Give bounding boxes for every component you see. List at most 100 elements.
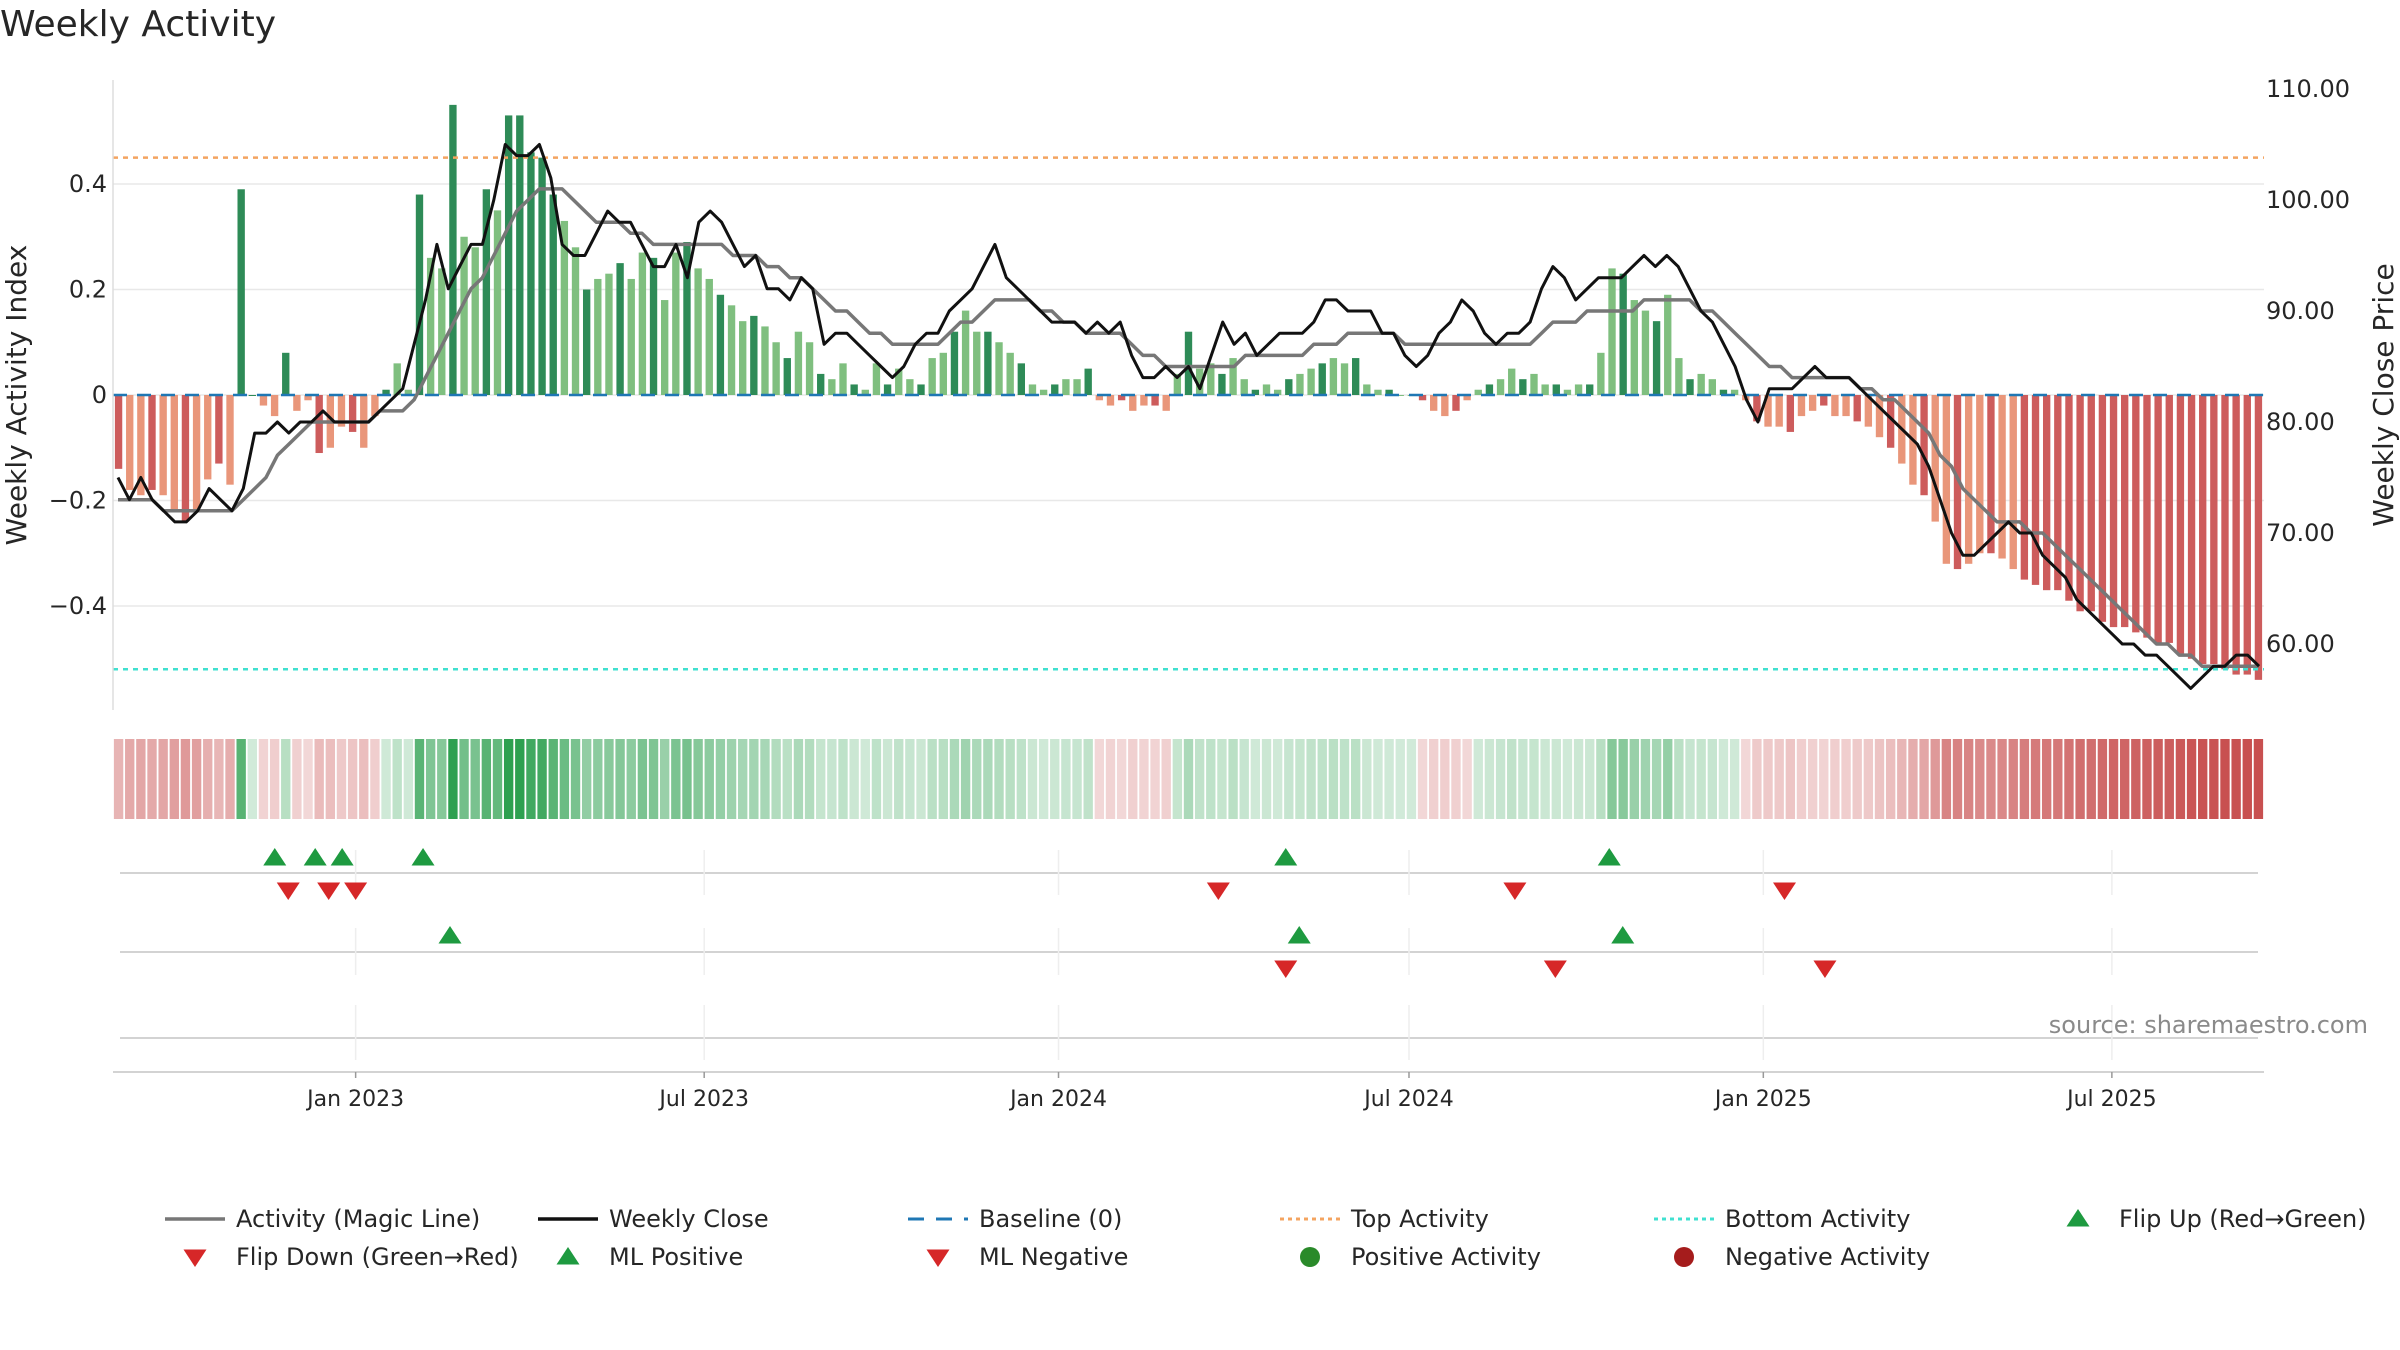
- heat-cell: [1562, 739, 1573, 819]
- activity-bar: [1418, 395, 1427, 401]
- activity-bar: [1530, 373, 1538, 395]
- activity-bar: [170, 395, 178, 512]
- activity-bar: [293, 395, 301, 411]
- heat-cell: [515, 739, 525, 819]
- activity-bar: [1162, 395, 1170, 411]
- legend-swatch-circle: [1300, 1247, 1320, 1267]
- activity-bar: [1764, 395, 1772, 427]
- activity-bar: [371, 395, 379, 417]
- heat-cell: [191, 739, 202, 819]
- heat-cell: [1328, 739, 1339, 819]
- activity-bar: [1942, 395, 1951, 564]
- flip-up-marker: [263, 848, 287, 866]
- legend-swatch-triangle-up: [2066, 1209, 2090, 1227]
- activity-bar: [1976, 395, 1984, 554]
- legend-swatch-triangle-down: [926, 1249, 950, 1267]
- heat-cell: [1908, 739, 1918, 819]
- heat-cell: [604, 739, 614, 819]
- y-right-tick-label: 70.00: [2266, 519, 2335, 547]
- activity-bar: [460, 236, 468, 395]
- activity-bar: [315, 395, 323, 454]
- activity-bar: [1374, 389, 1382, 395]
- y-right-tick-label: 110.00: [2266, 75, 2350, 103]
- heat-cell: [1963, 739, 1974, 819]
- activity-bar: [1273, 389, 1282, 395]
- heat-cell: [303, 739, 313, 819]
- heat-cell: [1507, 739, 1517, 819]
- activity-bar: [638, 252, 647, 395]
- heat-cell: [1752, 739, 1762, 819]
- heat-cell: [1529, 739, 1539, 819]
- activity-bar: [705, 278, 713, 395]
- heat-cell: [1429, 739, 1439, 819]
- heat-cell: [1317, 739, 1327, 819]
- heat-cell: [2030, 739, 2041, 819]
- activity-bar: [928, 358, 936, 395]
- heat-cell: [827, 739, 837, 819]
- activity-bar: [917, 384, 925, 395]
- activity-bar: [1686, 379, 1694, 395]
- heat-cell: [570, 739, 581, 819]
- activity-bar: [1775, 395, 1783, 427]
- heat-cell: [2053, 739, 2063, 819]
- heat-cell: [1440, 739, 1450, 819]
- activity-bar: [1307, 368, 1315, 395]
- heat-cell: [749, 739, 759, 819]
- heat-cell: [269, 739, 280, 819]
- heat-cell: [2220, 739, 2230, 819]
- flip-down-marker: [317, 882, 341, 900]
- heat-cell: [1306, 739, 1316, 819]
- activity-bar: [1630, 300, 1638, 395]
- heat-cell: [1228, 739, 1238, 819]
- activity-bar: [2187, 395, 2196, 659]
- activity-bar: [538, 157, 546, 395]
- price-lines: [116, 143, 2261, 690]
- heat-cell: [760, 739, 770, 819]
- heat-cell: [960, 739, 971, 819]
- activity-bar: [805, 342, 814, 395]
- heat-cell: [1651, 739, 1662, 819]
- activity-bar: [2243, 395, 2251, 675]
- heat-cell: [1016, 739, 1027, 819]
- activity-bar: [1262, 384, 1271, 395]
- heat-cell: [314, 739, 324, 819]
- activity-bar: [560, 220, 569, 395]
- heat-cell: [225, 739, 235, 819]
- activity-bar: [1875, 395, 1884, 438]
- heat-cell: [704, 739, 714, 819]
- reference-lines: [113, 156, 2264, 671]
- heat-cell: [1495, 739, 1506, 819]
- heat-cell: [1596, 739, 1606, 819]
- heat-cell: [1852, 739, 1862, 819]
- heat-cell: [1462, 739, 1472, 819]
- heat-cell: [2097, 739, 2108, 819]
- activity-bar: [159, 395, 167, 496]
- heat-cell: [1819, 739, 1829, 819]
- legend-item: Activity (Magic Line): [165, 1205, 480, 1233]
- activity-bar: [2065, 395, 2073, 601]
- legend-swatch-triangle-up: [556, 1247, 580, 1265]
- flip-up-marker: [330, 848, 354, 866]
- heat-cell: [715, 739, 726, 819]
- heat-cell: [481, 739, 492, 819]
- heat-cell: [1941, 739, 1952, 819]
- activity-bar: [449, 104, 457, 395]
- activity-bar: [1641, 310, 1650, 395]
- heat-cell: [1295, 739, 1305, 819]
- heat-cell: [1250, 739, 1261, 819]
- flip-up-marker: [303, 848, 327, 866]
- activity-bar: [1619, 273, 1627, 395]
- heat-cell: [503, 739, 514, 819]
- heat-cell: [136, 739, 146, 819]
- heat-cell: [2209, 739, 2219, 819]
- heat-cell: [247, 739, 257, 819]
- heat-cell: [292, 739, 302, 819]
- heat-cell: [1128, 739, 1138, 819]
- heat-cell: [1183, 739, 1194, 819]
- activity-bar: [493, 210, 502, 395]
- heat-cell: [905, 739, 915, 819]
- activity-bar: [895, 368, 903, 395]
- activity-bar: [1463, 395, 1471, 401]
- activity-bar: [1017, 363, 1026, 395]
- heat-cell: [1685, 739, 1695, 819]
